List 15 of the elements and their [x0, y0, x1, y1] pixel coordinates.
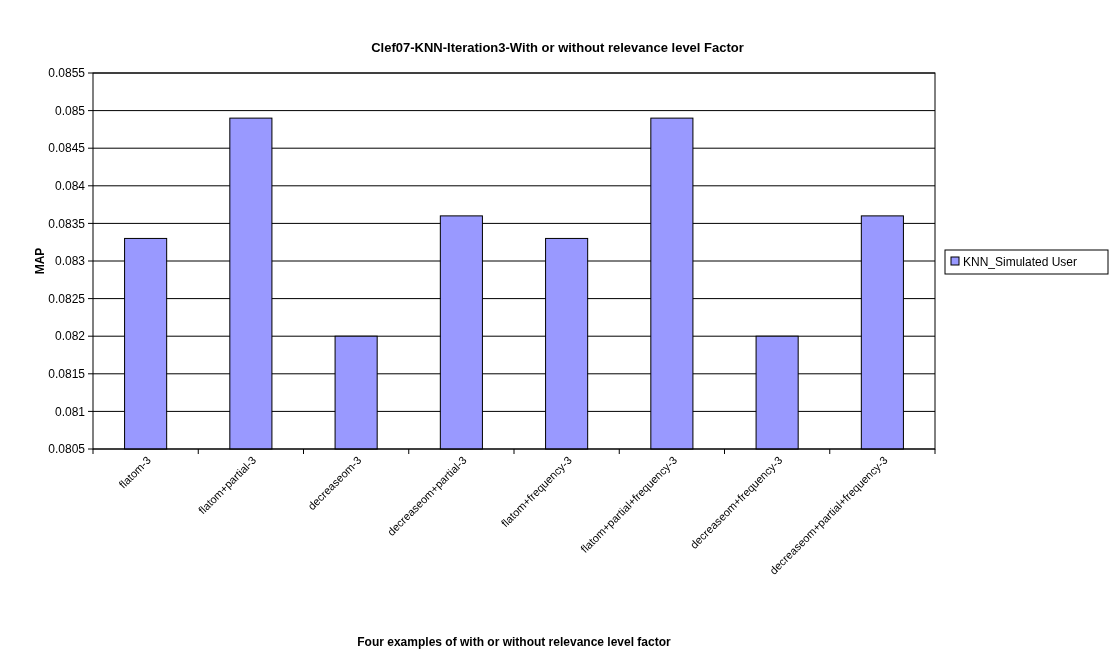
- y-tick-label: 0.0805: [48, 442, 86, 457]
- y-tick-label: 0.085: [54, 103, 86, 118]
- y-tick-label: 0.0835: [48, 216, 86, 231]
- y-tick-label: 0.0825: [48, 291, 86, 306]
- chart-title: Clef07-KNN-Iteration3-With or without relevance level Factor: [371, 40, 744, 55]
- x-axis-title: Four examples of with or without relevance level factor: [357, 635, 672, 649]
- y-tick-label: 0.0815: [48, 367, 86, 381]
- y-axis-title: MAP: [33, 247, 47, 275]
- y-tick-label: 0.0845: [48, 141, 86, 156]
- legend-label: KNN_Simulated User: [963, 255, 1078, 270]
- y-tick-label: 0.081: [54, 404, 86, 419]
- y-tick-label: 0.084: [54, 179, 86, 193]
- y-tick-label: 0.0855: [48, 66, 86, 81]
- y-tick-label: 0.082: [54, 329, 86, 344]
- y-tick-label: 0.083: [54, 254, 86, 269]
